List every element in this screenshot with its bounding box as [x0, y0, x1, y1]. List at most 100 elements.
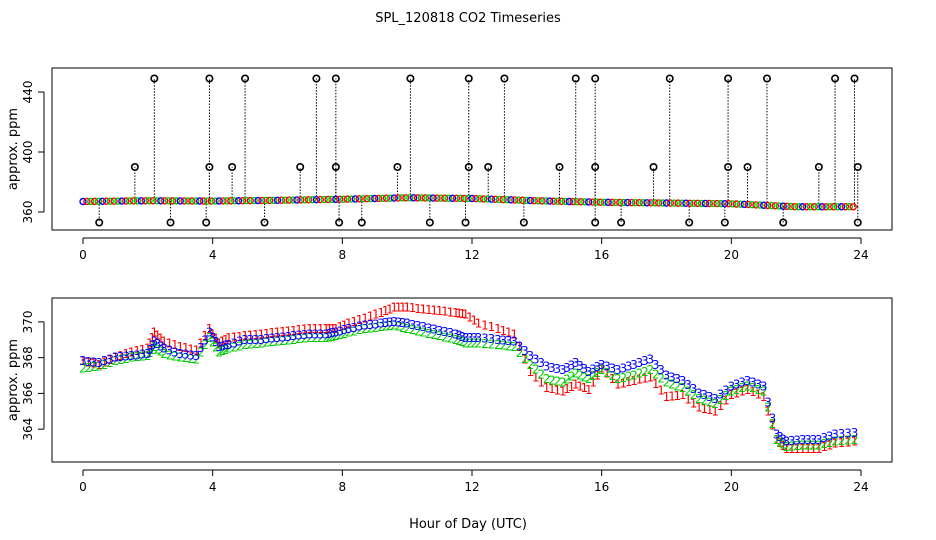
- bottom-series-2-point: 2: [268, 335, 276, 349]
- top-baseline-point: [211, 197, 219, 205]
- bottom-series-1-point: 1: [425, 303, 433, 317]
- top-spike-high-point: [591, 74, 600, 83]
- top-baseline-point: [767, 201, 776, 210]
- bottom-series-3-point: 3: [197, 341, 205, 355]
- top-baseline-point: [110, 197, 118, 205]
- bottom-series-2-point: 2: [581, 370, 589, 384]
- bottom-series-3-point: 3: [268, 332, 276, 346]
- bottom-series-3-point: 3: [284, 330, 292, 344]
- bottom-series-2-point: 2: [663, 376, 671, 390]
- bottom-series-2-point: 2: [609, 369, 617, 383]
- top-baseline-point: [429, 194, 437, 202]
- top-baseline-point: [592, 198, 601, 206]
- bottom-series-3-point: 3: [804, 433, 812, 447]
- top-spike-mid-point: [331, 163, 340, 172]
- top-baseline-point: [507, 196, 515, 204]
- bottom-series-2-point: 2: [783, 440, 791, 454]
- top-baseline-point: [514, 196, 523, 204]
- bottom-series-2-point: 2: [728, 385, 736, 399]
- bottom-series-1-point: 1: [241, 329, 249, 343]
- top-baseline-point: [215, 197, 223, 205]
- top-baseline-point: [456, 194, 465, 203]
- bottom-series-2-point: 2: [329, 330, 337, 344]
- bottom-series-2-point: 2: [641, 365, 649, 379]
- bottom-series-1-point: 1: [150, 326, 158, 340]
- bottom-series-3-point: 3: [361, 318, 369, 332]
- bottom-y-axis-label: approx. ppm: [6, 339, 21, 421]
- bottom-series-1-point: 1: [462, 308, 470, 322]
- top-baseline-point: [246, 196, 254, 205]
- bottom-series-2-point: 2: [425, 327, 433, 341]
- bottom-series-1-point: 1: [516, 340, 524, 354]
- bottom-series-3-point: 3: [706, 390, 714, 404]
- top-baseline-point: [732, 200, 741, 208]
- bottom-series-3-point: 3: [619, 361, 627, 375]
- bottom-series-2-point: 2: [150, 340, 158, 354]
- top-baseline-point: [351, 195, 359, 203]
- bottom-series-2-point: 2: [458, 335, 466, 349]
- top-baseline-point: [802, 203, 811, 211]
- bottom-series-2-point: 2: [568, 370, 576, 384]
- bottom-series-2-point: 2: [367, 321, 375, 335]
- bottom-series-1-point: 1: [568, 380, 576, 394]
- top-baseline-point: [600, 198, 608, 206]
- top-points-layer: [79, 74, 862, 227]
- bottom-series-1-point: 1: [773, 433, 781, 447]
- bottom-series-1-point: 1: [679, 388, 687, 402]
- top-spike-low-point: [166, 218, 175, 227]
- top-spike-high-point: [312, 74, 321, 83]
- top-baseline-point: [763, 201, 772, 210]
- bottom-series-1-point: 1: [166, 336, 174, 350]
- bottom-series-2-point: 2: [764, 401, 772, 415]
- top-baseline-point: [409, 194, 418, 202]
- bottom-series-1-point: 1: [738, 385, 746, 399]
- bottom-series-2-point: 2: [295, 332, 303, 346]
- bottom-x-tick-label: 8: [339, 480, 347, 494]
- top-baseline-point: [499, 195, 507, 204]
- bottom-series-3-point: 3: [851, 426, 859, 440]
- top-baseline-point: [386, 194, 395, 202]
- top-baseline-point: [180, 197, 188, 205]
- bottom-series-2-point: 2: [201, 338, 209, 352]
- top-baseline-point: [744, 200, 752, 209]
- bottom-series-1-point: 1: [572, 377, 580, 391]
- bottom-series-1-point: 1: [225, 331, 233, 345]
- bottom-series-2-point: 2: [252, 337, 260, 351]
- top-baseline-point: [573, 197, 581, 206]
- bottom-series-2-point: 2: [625, 370, 633, 384]
- bottom-series-1-point: 1: [430, 304, 438, 318]
- bottom-series-1-point: 1: [247, 329, 255, 343]
- bottom-series-2-point: 2: [462, 336, 470, 350]
- top-baseline-point: [441, 194, 449, 202]
- bottom-series-2-point: 2: [673, 379, 681, 393]
- bottom-series-1-point: 1: [146, 336, 154, 350]
- bottom-series-2-point: 2: [488, 338, 496, 352]
- top-baseline-point: [87, 197, 95, 206]
- bottom-series-3-point: 3: [568, 358, 576, 372]
- bottom-series-1-point: 1: [543, 381, 551, 395]
- bottom-series-1-point: 1: [160, 335, 168, 349]
- top-baseline-point: [623, 198, 632, 207]
- bottom-series-3-point: 3: [733, 377, 741, 391]
- bottom-series-1-point: 1: [749, 385, 757, 399]
- bottom-series-1-point: 1: [652, 377, 660, 391]
- bottom-series-1-point: 1: [728, 388, 736, 402]
- top-baseline-point: [783, 202, 791, 211]
- bottom-series-2-point: 2: [589, 369, 597, 383]
- bottom-series-1-point: 1: [356, 313, 364, 327]
- top-baseline-point: [674, 199, 682, 207]
- top-baseline-point: [254, 196, 262, 205]
- bottom-series-2-point: 2: [139, 349, 147, 363]
- bottom-y-axis: 364 366 368 370: [21, 310, 45, 441]
- bottom-series-2-point: 2: [117, 353, 125, 367]
- bottom-series-2-point: 2: [744, 379, 752, 393]
- bottom-series-1-point: 1: [668, 389, 676, 403]
- top-baseline-point: [332, 195, 340, 204]
- top-baseline-point: [444, 194, 453, 202]
- bottom-series-2-point: 2: [585, 372, 593, 386]
- bottom-series-3-point: 3: [160, 342, 168, 356]
- bottom-series-1-point: 1: [614, 377, 622, 391]
- bottom-series-3-point: 3: [215, 340, 223, 354]
- bottom-series-1-point: 1: [95, 358, 103, 372]
- bottom-series-3-point: 3: [711, 392, 719, 406]
